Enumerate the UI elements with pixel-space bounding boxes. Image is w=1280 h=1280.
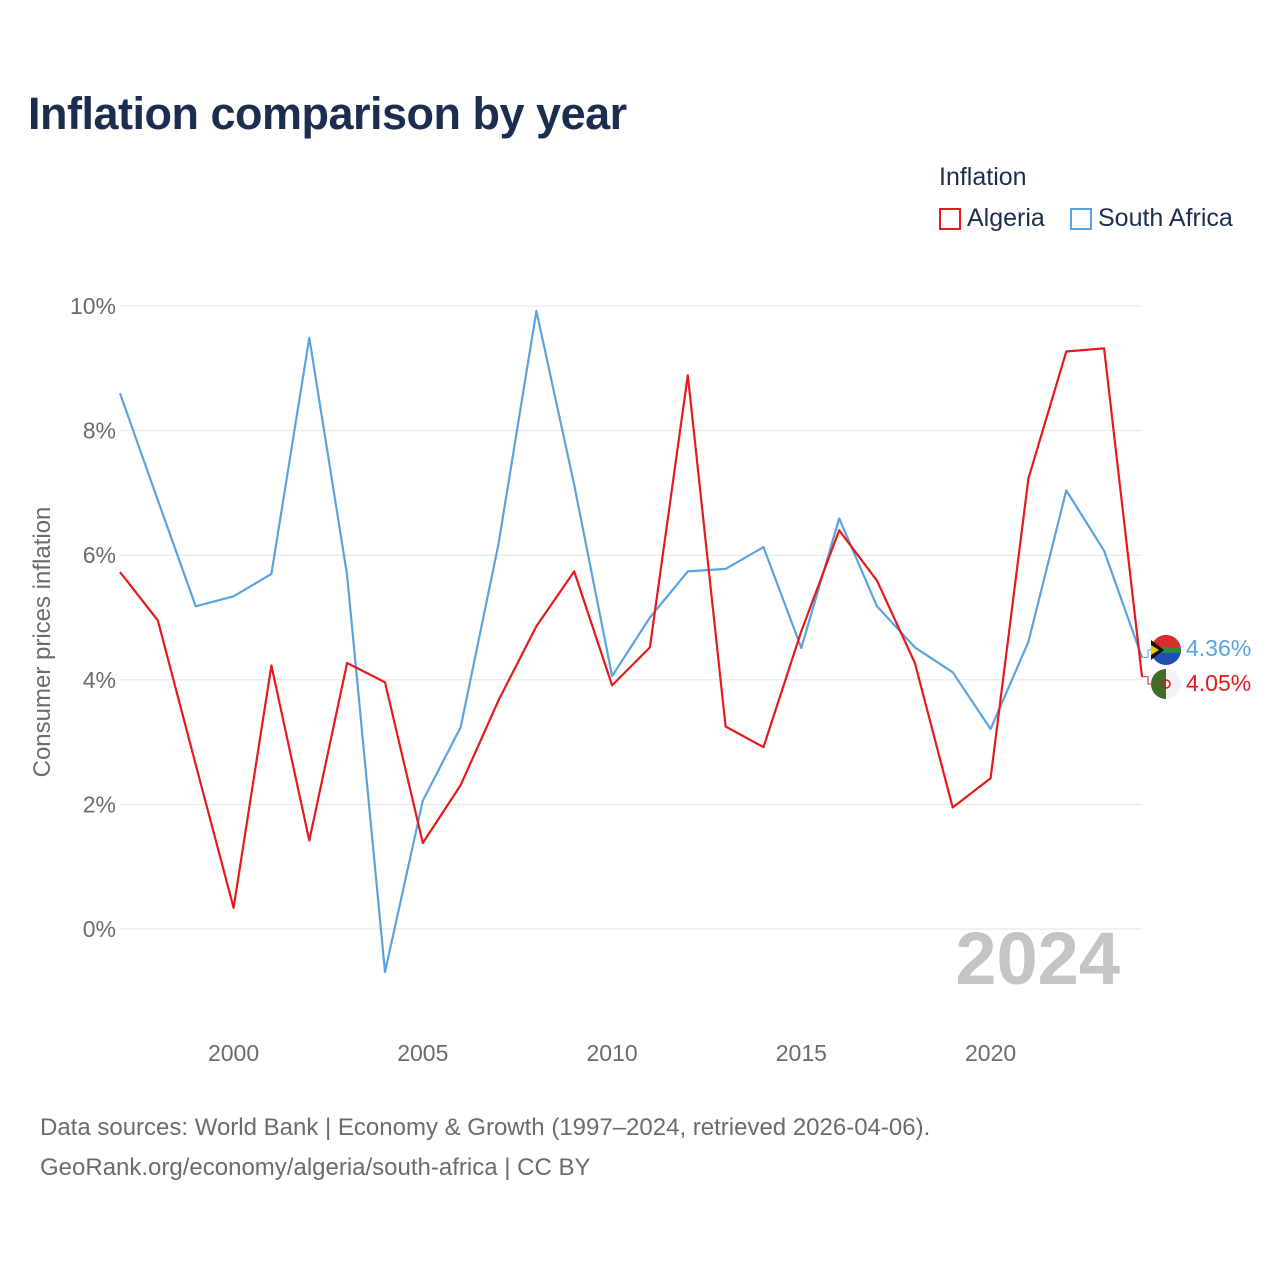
series-line-algeria xyxy=(119,347,1144,909)
x-tick-label: 2010 xyxy=(586,1040,637,1066)
flag-green-band xyxy=(1151,647,1181,653)
x-tick-label: 2005 xyxy=(397,1040,448,1066)
series-line-south-africa xyxy=(118,309,1144,974)
y-tick-label: 4% xyxy=(83,667,116,693)
year-watermark: 2024 xyxy=(955,917,1120,1000)
line-chart: 0% 2% 4% 6% 8% 10% 2000 2005 2010 2015 2020 Consume… xyxy=(29,293,1251,1066)
end-value-label-south-africa: 4.36% xyxy=(1186,635,1251,661)
legend-title: Inflation xyxy=(939,163,1027,191)
source-line-2: GeoRank.org/economy/algeria/south-africa… xyxy=(40,1154,591,1181)
source-note: Data sources: World Bank | Economy & Gro… xyxy=(40,1108,930,1188)
y-tick-label: 6% xyxy=(83,542,116,568)
x-tick-label: 2015 xyxy=(776,1040,827,1066)
legend-swatch-south-africa xyxy=(1070,207,1092,230)
legend-label-south-africa: South Africa xyxy=(1098,204,1233,232)
legend-item-south-africa[interactable]: South Africa xyxy=(1070,204,1233,233)
flag-crescent xyxy=(1161,679,1171,689)
legend-item-algeria[interactable]: Algeria xyxy=(939,204,1045,233)
source-line-1: Data sources: World Bank | Economy & Gro… xyxy=(40,1114,931,1141)
flag-green-half xyxy=(1151,669,1166,699)
y-tick-label: 8% xyxy=(83,418,116,444)
y-tick-label: 0% xyxy=(83,916,116,942)
flag-yellow-triangle xyxy=(1151,645,1159,655)
chart-title: Inflation comparison by year xyxy=(28,88,627,139)
x-tick-label: 2000 xyxy=(208,1040,259,1066)
y-tick-label: 10% xyxy=(70,293,116,319)
legend-label-algeria: Algeria xyxy=(967,204,1045,232)
legend-swatch-algeria xyxy=(939,207,961,230)
end-value-label-algeria: 4.05% xyxy=(1186,670,1251,696)
y-tick-label: 2% xyxy=(83,791,116,817)
y-axis-label: Consumer prices inflation xyxy=(29,507,56,778)
x-tick-label: 2020 xyxy=(965,1040,1016,1066)
